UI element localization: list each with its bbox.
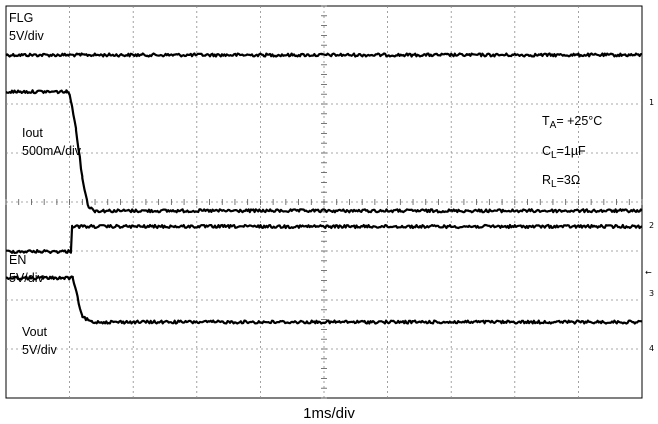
channel-marker-arrow: ← [645,268,652,277]
trace-iout-line [5,89,643,214]
trace-labels: FLG 5V/div Iout 500mA/div EN 5V/div Vout… [9,11,82,357]
channel-marker-4: 4 [649,344,654,353]
trace-1-label: FLG [9,11,33,25]
traces [5,52,643,325]
trace-vout-line [5,275,643,325]
channel-marker-3: 3 [649,289,654,298]
annotation-load-resistance: RL=3Ω [542,173,580,190]
trace-3-scale: 5V/div [9,271,44,285]
channel-marker-2: 2 [649,221,654,230]
trace-1-scale: 5V/div [9,29,44,43]
trace-2-scale: 500mA/div [22,144,82,158]
x-axis-label: 1ms/div [303,405,355,422]
annotation-ambient-temp: TA= +25°C [542,114,602,131]
annotations: TA= +25°C CL=1µF RL=3Ω [542,114,602,190]
annotation-load-capacitance: CL=1µF [542,144,586,161]
trace-3-label: EN [9,253,26,267]
trace-flg-line [5,52,643,58]
trace-4-label: Vout [22,325,48,339]
trace-2-label: Iout [22,126,43,140]
channel-markers: 1 2 ← 3 4 [645,98,654,353]
trace-4-scale: 5V/div [22,343,57,357]
trace-en-line [6,223,643,254]
channel-marker-1: 1 [649,98,654,107]
